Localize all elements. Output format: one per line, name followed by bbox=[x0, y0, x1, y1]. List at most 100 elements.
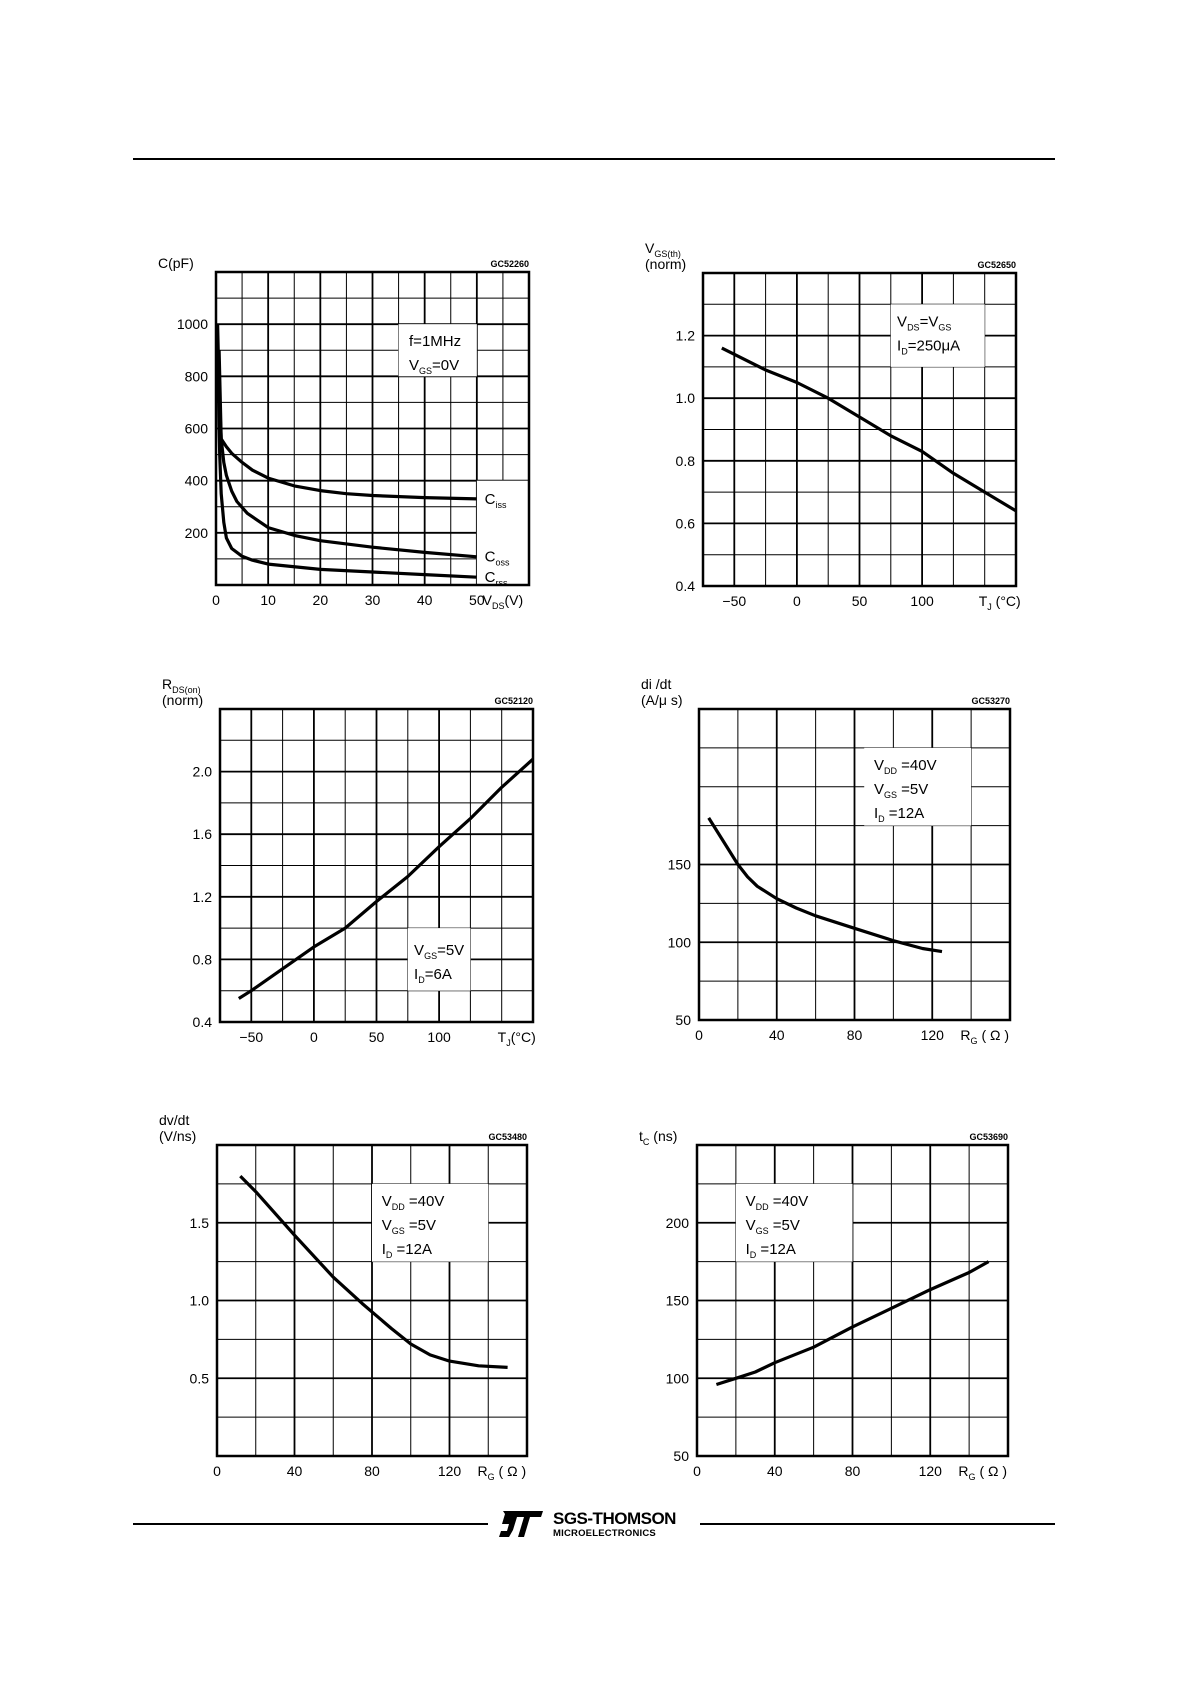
subscript: G bbox=[969, 1472, 976, 1482]
text-part: =250μA bbox=[908, 337, 960, 354]
text-part: (norm) bbox=[162, 692, 203, 708]
text-part: C(pF) bbox=[158, 255, 194, 271]
subscript: G bbox=[488, 1472, 495, 1482]
test-condition: VGS=5V bbox=[414, 942, 464, 961]
x-tick-label: 50 bbox=[852, 593, 868, 609]
plot-frame bbox=[701, 271, 1018, 588]
chart-gc53270: GC53270 di /dt(A/μ s) 50 100 150 0 40 80 120 RG (… bbox=[641, 676, 1012, 1046]
footer-rule-left bbox=[133, 1523, 488, 1525]
text-part: (°C) bbox=[511, 1029, 536, 1045]
x-tick-label: 50 bbox=[469, 592, 485, 608]
y-tick-label: 1.0 bbox=[676, 390, 696, 406]
text-part: V bbox=[414, 942, 424, 959]
text-part: =40V bbox=[769, 1193, 809, 1210]
text-part: V bbox=[874, 781, 884, 798]
text-part: (V/ns) bbox=[159, 1128, 196, 1144]
test-condition: ID =12A bbox=[874, 805, 924, 824]
y-tick-label: 0.8 bbox=[193, 951, 213, 967]
y-axis-label: (norm) bbox=[645, 256, 686, 272]
label-area bbox=[372, 1183, 489, 1262]
subscript: DD bbox=[392, 1202, 405, 1212]
y-tick-label: 0.6 bbox=[676, 515, 696, 531]
text-part: =V bbox=[920, 313, 939, 330]
text-part: C bbox=[485, 548, 496, 565]
y-tick-label: 150 bbox=[668, 857, 692, 873]
subscript: D bbox=[878, 814, 885, 824]
text-part: =40V bbox=[897, 757, 937, 774]
test-condition: ID=250μA bbox=[897, 337, 960, 356]
subscript: G bbox=[971, 1036, 978, 1046]
subscript: GS bbox=[392, 1226, 405, 1236]
subscript: D bbox=[386, 1250, 393, 1260]
x-tick-label: 30 bbox=[365, 592, 381, 608]
subscript: oss bbox=[496, 557, 511, 567]
text-part: V bbox=[382, 1193, 392, 1210]
plot-frame bbox=[218, 707, 535, 1024]
test-condition: VGS =5V bbox=[382, 1217, 436, 1236]
text-part: C bbox=[485, 491, 496, 508]
y-tick-label: 0.4 bbox=[676, 578, 696, 594]
chart-gc53690: GC53690 tC (ns) 50 100 150 200 0 40 80 120 RG ( Ω … bbox=[639, 1128, 1010, 1482]
text-part: R bbox=[162, 676, 172, 692]
text-part: V bbox=[746, 1193, 756, 1210]
text-part: dv/dt bbox=[159, 1112, 189, 1128]
text-part: =5V bbox=[437, 942, 464, 959]
chart-gc53480: GC53480 dv/dt(V/ns) 0.5 1.0 1.5 0 40 80 120 RG ( … bbox=[159, 1112, 529, 1482]
x-tick-label: 0 bbox=[310, 1029, 318, 1045]
series-curve bbox=[707, 817, 943, 954]
x-tick-label: 80 bbox=[845, 1463, 861, 1479]
test-condition: VGS =5V bbox=[746, 1217, 800, 1236]
subscript: GS bbox=[756, 1226, 769, 1236]
test-condition: ID =12A bbox=[746, 1241, 796, 1260]
text-part: =0V bbox=[432, 357, 459, 374]
y-tick-label: 800 bbox=[185, 368, 209, 384]
x-tick-label: 20 bbox=[313, 592, 329, 608]
label-area bbox=[890, 304, 985, 367]
text-part: R bbox=[960, 1027, 970, 1043]
text-part: V bbox=[409, 357, 419, 374]
subscript: D bbox=[901, 346, 908, 356]
y-axis-label: VGS(th) bbox=[645, 240, 681, 259]
test-condition: VGS=0V bbox=[409, 357, 459, 376]
text-part: I bbox=[874, 805, 878, 822]
y-tick-label: 1.2 bbox=[676, 328, 696, 344]
series-curve bbox=[239, 1174, 508, 1369]
series-label: Ciss bbox=[485, 491, 507, 510]
test-condition: VGS =5V bbox=[874, 781, 928, 800]
x-axis-unit-label: VDS(V) bbox=[483, 592, 524, 611]
subscript: DS bbox=[492, 601, 505, 611]
y-tick-label: 150 bbox=[666, 1293, 690, 1309]
text-part: (norm) bbox=[645, 256, 686, 272]
subscript: DD bbox=[756, 1202, 769, 1212]
y-tick-label: 1.6 bbox=[193, 826, 213, 842]
test-condition: VDD =40V bbox=[746, 1193, 809, 1212]
series-curve bbox=[216, 324, 477, 559]
brand-subtitle: MICROELECTRONICS bbox=[553, 1527, 656, 1539]
label-area bbox=[476, 480, 529, 585]
test-condition: f=1MHz bbox=[409, 333, 461, 350]
text-part: ( Ω ) bbox=[976, 1463, 1007, 1479]
text-part: I bbox=[414, 966, 418, 983]
y-tick-label: 1000 bbox=[177, 316, 208, 332]
text-part: =6A bbox=[425, 966, 452, 983]
y-tick-label: 1.2 bbox=[193, 889, 213, 905]
figure-code: GC53270 bbox=[971, 696, 1010, 706]
y-tick-label: 100 bbox=[668, 934, 692, 950]
x-tick-label: 80 bbox=[847, 1027, 863, 1043]
text-part: =5V bbox=[769, 1217, 800, 1234]
series-label: Coss bbox=[485, 548, 510, 567]
subscript: J bbox=[506, 1038, 511, 1048]
figure-code: GC53480 bbox=[488, 1132, 527, 1142]
subscript: DS(on) bbox=[172, 685, 201, 695]
y-axis-label: (V/ns) bbox=[159, 1128, 196, 1144]
test-condition: ID=6A bbox=[414, 966, 452, 985]
x-tick-label: 40 bbox=[769, 1027, 785, 1043]
subscript: D bbox=[418, 975, 425, 985]
text-part: V bbox=[645, 240, 655, 256]
y-tick-label: 400 bbox=[185, 473, 209, 489]
subscript: GS bbox=[419, 366, 432, 376]
text-part: =5V bbox=[405, 1217, 436, 1234]
plot-frame bbox=[697, 707, 1012, 1022]
x-axis-unit-label: RG ( Ω ) bbox=[958, 1463, 1007, 1482]
